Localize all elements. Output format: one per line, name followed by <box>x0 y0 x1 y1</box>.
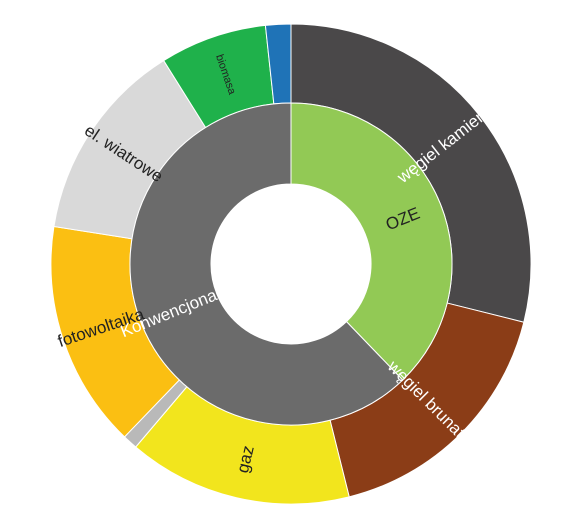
inner-segment-konwencjonalne-1 <box>129 102 404 426</box>
center-hole <box>211 184 371 344</box>
outer-ring <box>50 23 532 505</box>
inner-ring <box>129 102 453 426</box>
